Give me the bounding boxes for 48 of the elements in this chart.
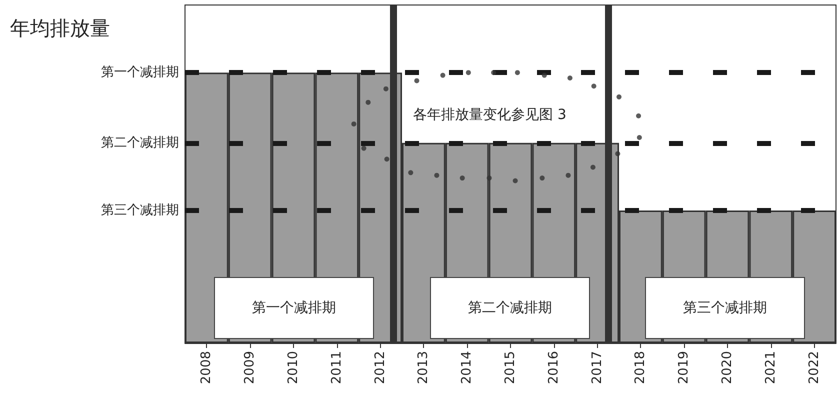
- x-tick-label: 2016: [546, 351, 562, 384]
- point: [361, 146, 366, 151]
- x-tick-label: 2022: [806, 351, 822, 384]
- point: [351, 121, 356, 126]
- ref-line-label: 第一个减排期: [101, 65, 179, 80]
- annotation: 各年排放量变化参见图 3: [413, 106, 566, 124]
- point: [590, 164, 596, 170]
- x-tick-label: 2012: [372, 351, 388, 384]
- caption-box: 第一个减排期: [214, 277, 374, 339]
- caption-box: 第三个减排期: [645, 277, 805, 339]
- point: [540, 176, 545, 181]
- point: [366, 100, 371, 105]
- point: [615, 151, 620, 156]
- x-tick-label: 2019: [676, 351, 692, 384]
- x-tick-label: 2008: [199, 351, 214, 384]
- point: [591, 84, 596, 89]
- x-tick-label: 2018: [633, 351, 648, 384]
- point: [566, 172, 571, 178]
- ref-line-label: 第二个减排期: [101, 135, 179, 150]
- point: [460, 176, 465, 181]
- point: [636, 113, 642, 118]
- x-tick-label: 2011: [329, 351, 344, 384]
- point: [616, 94, 622, 100]
- point: [440, 72, 446, 78]
- x-tick-label: 2010: [286, 351, 301, 384]
- point: [414, 78, 420, 84]
- ref-line-label: 第三个减排期: [101, 203, 179, 218]
- point: [486, 176, 492, 181]
- y-axis-title: 年均排放量: [10, 16, 110, 40]
- x-tick-label: 2015: [503, 351, 518, 384]
- point: [514, 70, 520, 76]
- x-tick-label: 2020: [720, 351, 735, 384]
- point: [491, 70, 496, 76]
- x-tick-label: 2017: [590, 351, 605, 384]
- point: [512, 178, 518, 184]
- x-tick-label: 2009: [242, 351, 258, 384]
- caption-box: 第二个减排期: [430, 277, 590, 339]
- point: [636, 134, 642, 140]
- point: [408, 170, 414, 176]
- point: [383, 86, 388, 92]
- point: [567, 76, 572, 81]
- x-tick-label: 2014: [460, 351, 475, 384]
- x-tick-label: 2021: [763, 351, 778, 384]
- point: [384, 156, 390, 162]
- point: [434, 172, 440, 178]
- x-tick-label: 2013: [416, 351, 432, 384]
- point: [466, 70, 471, 76]
- point: [542, 72, 547, 78]
